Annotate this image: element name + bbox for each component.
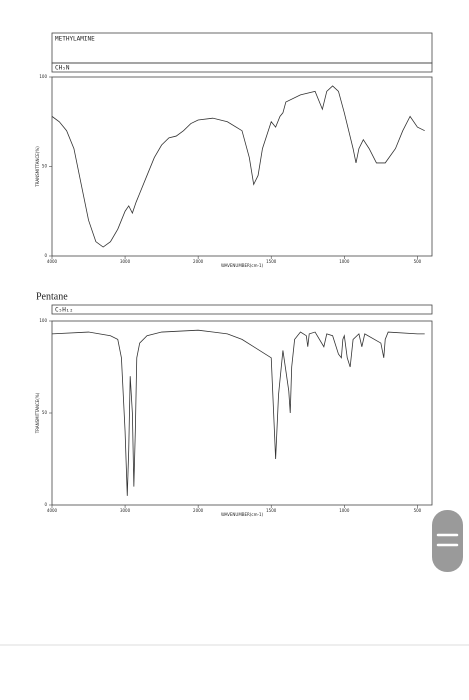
title-box [51, 32, 433, 64]
y-tick-label: 50 [42, 164, 48, 169]
x-tick-label: 500 [414, 259, 422, 264]
y-axis-label: TRANSMITTANCE(%) [35, 146, 40, 188]
formula-box [51, 62, 433, 73]
y-axis-label: TRANSMITTANCE(%) [35, 392, 40, 434]
x-tick-label: 2000 [193, 259, 204, 264]
y-tick-label: 100 [39, 318, 47, 323]
chart-title: Pentane [36, 291, 68, 302]
chart-subtitle: CH₅N [55, 64, 70, 71]
x-tick-label: 2000 [193, 508, 204, 513]
x-tick-label: 4000 [47, 508, 58, 513]
y-tick-label: 0 [44, 253, 47, 258]
spectrum-line [51, 329, 425, 496]
x-axis-label: WAVENUMBER(cm-1) [221, 512, 264, 517]
chart-subtitle: C₅H₁₂ [55, 306, 73, 313]
x-tick-label: 3000 [120, 259, 131, 264]
x-tick-label: 500 [414, 508, 422, 513]
x-axis-label: WAVENUMBER(cm-1) [221, 263, 264, 268]
x-tick-label: 1000 [339, 259, 350, 264]
y-tick-label: 100 [39, 74, 47, 79]
x-tick-label: 3000 [120, 508, 131, 513]
x-tick-label: 4000 [47, 259, 58, 264]
plot-frame [51, 76, 433, 257]
formula-box [51, 304, 433, 315]
spectrum-line [51, 85, 425, 248]
x-tick-label: 1500 [266, 508, 277, 513]
menu-button-bg[interactable] [432, 510, 463, 572]
y-tick-label: 0 [44, 502, 47, 507]
x-tick-label: 1500 [266, 259, 277, 264]
chart-title: METHYLAMINE [55, 36, 95, 43]
y-tick-label: 50 [42, 410, 48, 415]
plot-frame [51, 320, 433, 506]
x-tick-label: 1000 [339, 508, 350, 513]
menu-button[interactable] [432, 510, 463, 572]
